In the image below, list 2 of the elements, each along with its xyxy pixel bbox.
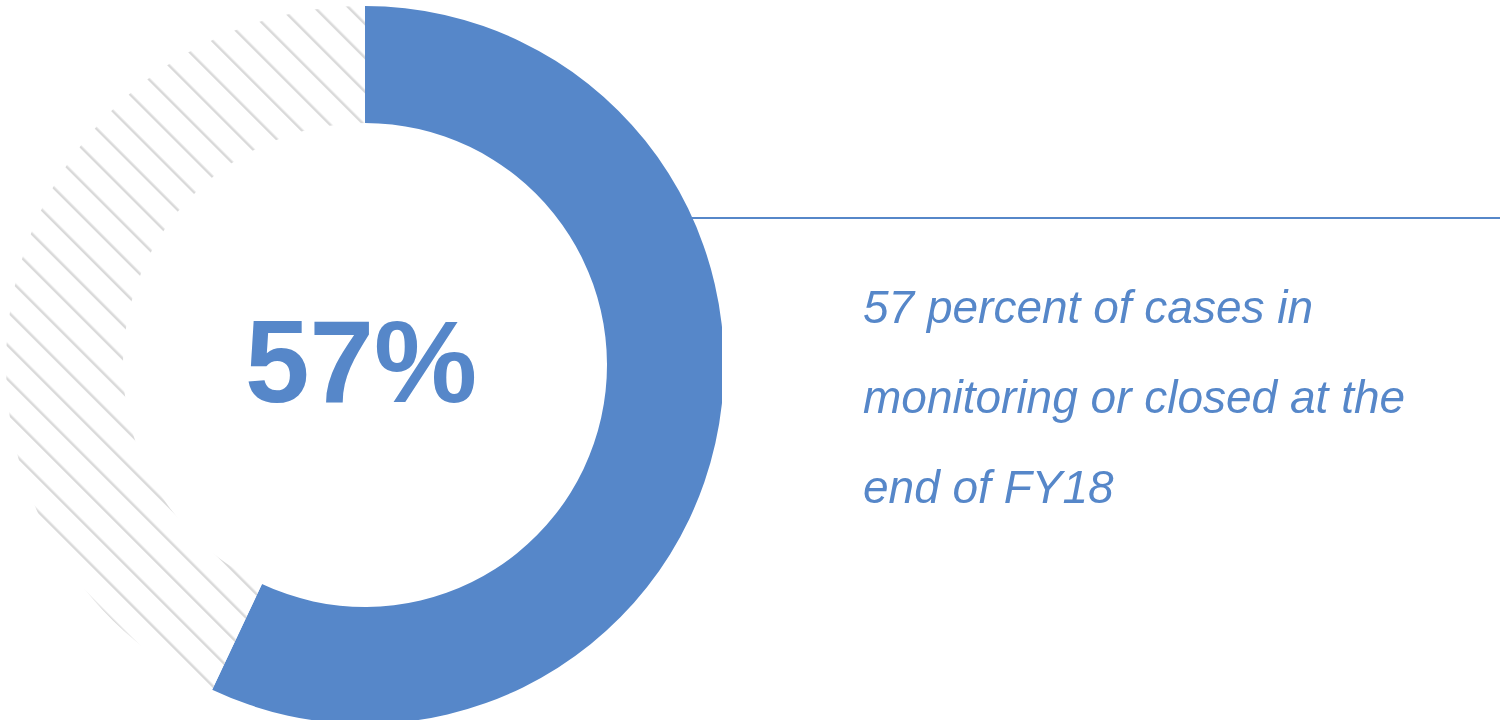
text: 57 percent of cases in monitoring or closed at the end of FY18: [863, 280, 1407, 515]
text: 57%: [244, 297, 478, 428]
